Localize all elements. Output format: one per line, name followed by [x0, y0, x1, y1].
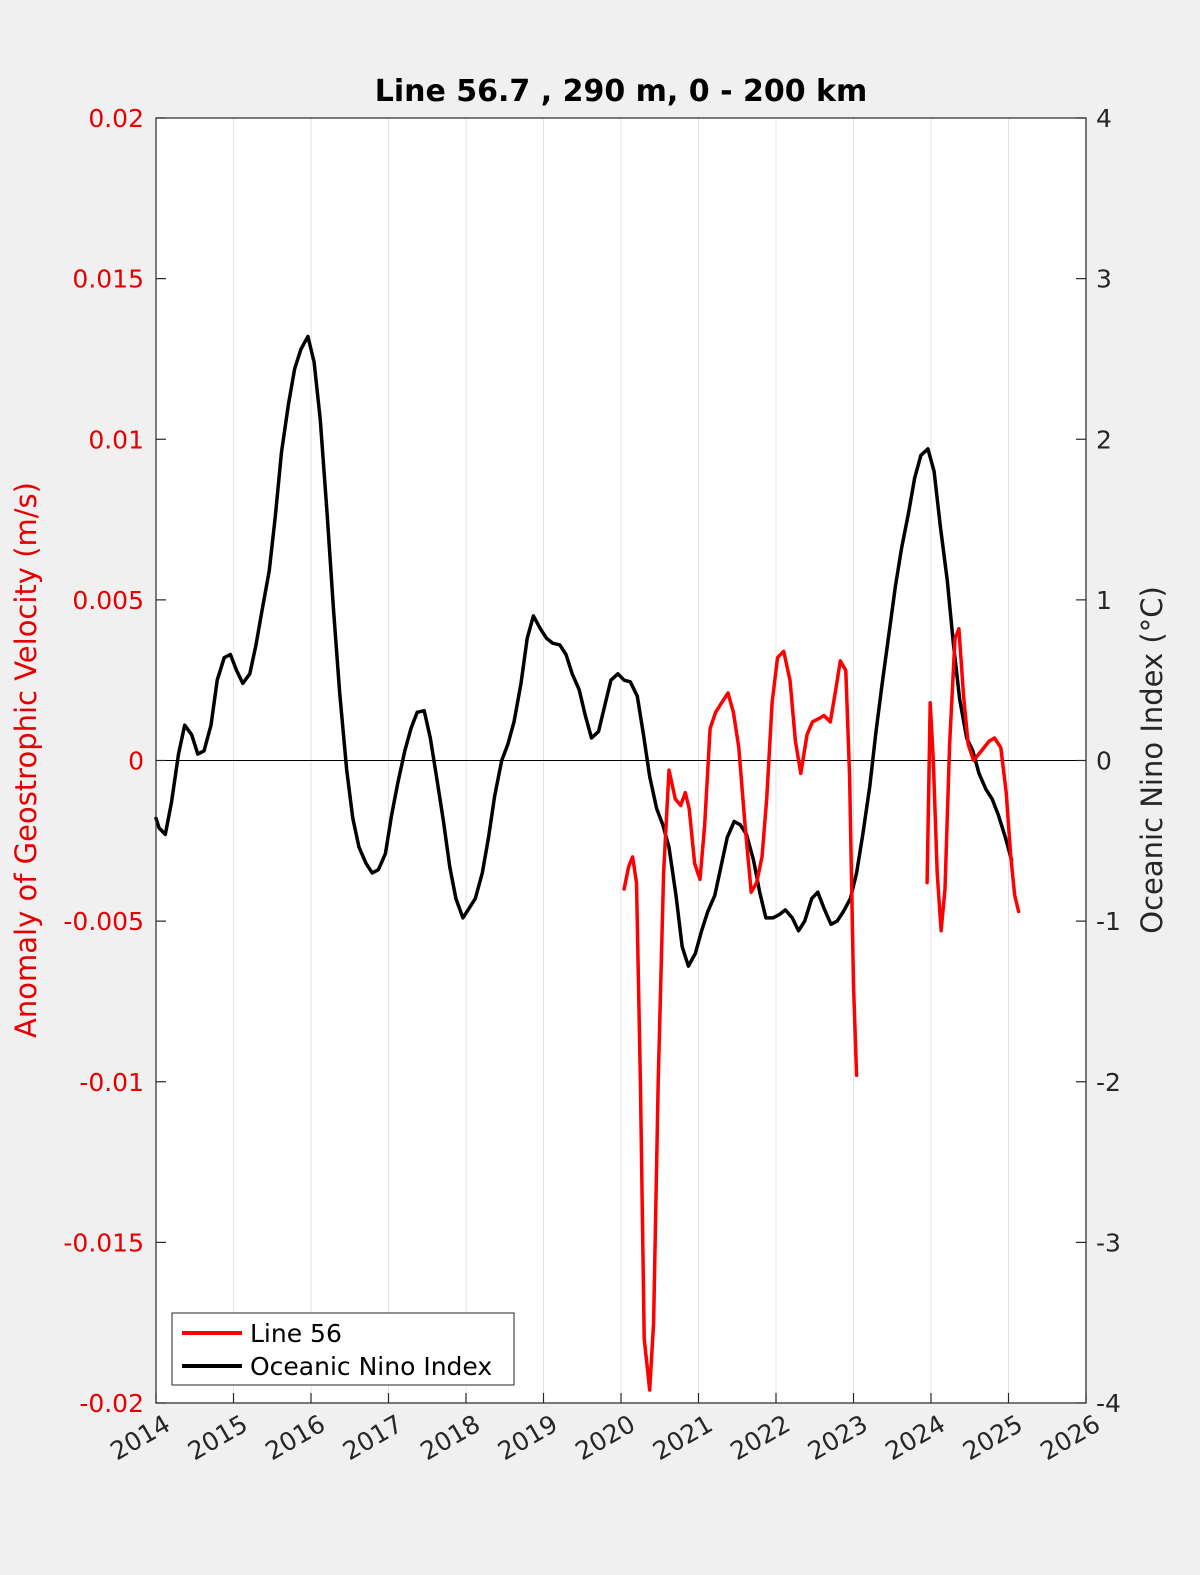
legend-box	[171, 1312, 515, 1386]
series-oceanic-nino-index	[154, 334, 1014, 968]
x-tick-label: 2023	[803, 1409, 873, 1466]
right-tick-label: 2	[1096, 425, 1112, 454]
x-tick-label: 2021	[648, 1409, 718, 1466]
x-tick-label: 2017	[338, 1409, 408, 1466]
left-tick-label: 0.015	[72, 265, 144, 294]
right-tick-label: 4	[1096, 104, 1112, 133]
left-tick-label: 0.01	[88, 425, 144, 454]
left-tick-label: 0.005	[72, 586, 144, 615]
legend: Line 56 Oceanic Nino Index	[171, 1312, 515, 1386]
legend-label-oni: Oceanic Nino Index	[250, 1352, 492, 1381]
left-tick-label: -0.02	[79, 1389, 144, 1418]
x-tick-label: 2024	[880, 1409, 950, 1466]
left-tick-label: 0.02	[88, 104, 144, 133]
right-tick-label: -4	[1096, 1389, 1121, 1418]
left-tick-label: -0.015	[63, 1228, 144, 1257]
x-tick-label: 2025	[958, 1409, 1028, 1466]
x-tick-label: 2015	[183, 1409, 253, 1466]
x-tick-label: 2026	[1035, 1409, 1105, 1466]
x-tick-label: 2018	[415, 1409, 485, 1466]
right-tick-label: -1	[1096, 907, 1121, 936]
x-tick-label: 2019	[493, 1409, 563, 1466]
right-tick-label: 1	[1096, 586, 1112, 615]
series-line56	[925, 627, 1021, 933]
series-layer	[154, 334, 1021, 1392]
left-tick-label: -0.005	[63, 907, 144, 936]
right-tick-label: 0	[1096, 747, 1112, 776]
right-tick-label: -2	[1096, 1068, 1121, 1097]
legend-label-line56: Line 56	[250, 1319, 342, 1348]
left-axis-label: Anomaly of Geostrophic Velocity (m/s)	[9, 482, 43, 1038]
x-tick-label: 2016	[260, 1409, 330, 1466]
x-tick-label: 2020	[570, 1409, 640, 1466]
x-tick-label: 2022	[725, 1409, 795, 1466]
right-tick-label: 3	[1096, 265, 1112, 294]
chart-title: Line 56.7 , 290 m, 0 - 200 km	[375, 74, 868, 109]
right-axis-label: Oceanic Nino Index (°C)	[1135, 586, 1169, 934]
left-tick-label: 0	[128, 747, 144, 776]
left-tick-label: -0.01	[79, 1068, 144, 1097]
series-line56	[622, 649, 859, 1392]
right-tick-label: -3	[1096, 1228, 1121, 1257]
